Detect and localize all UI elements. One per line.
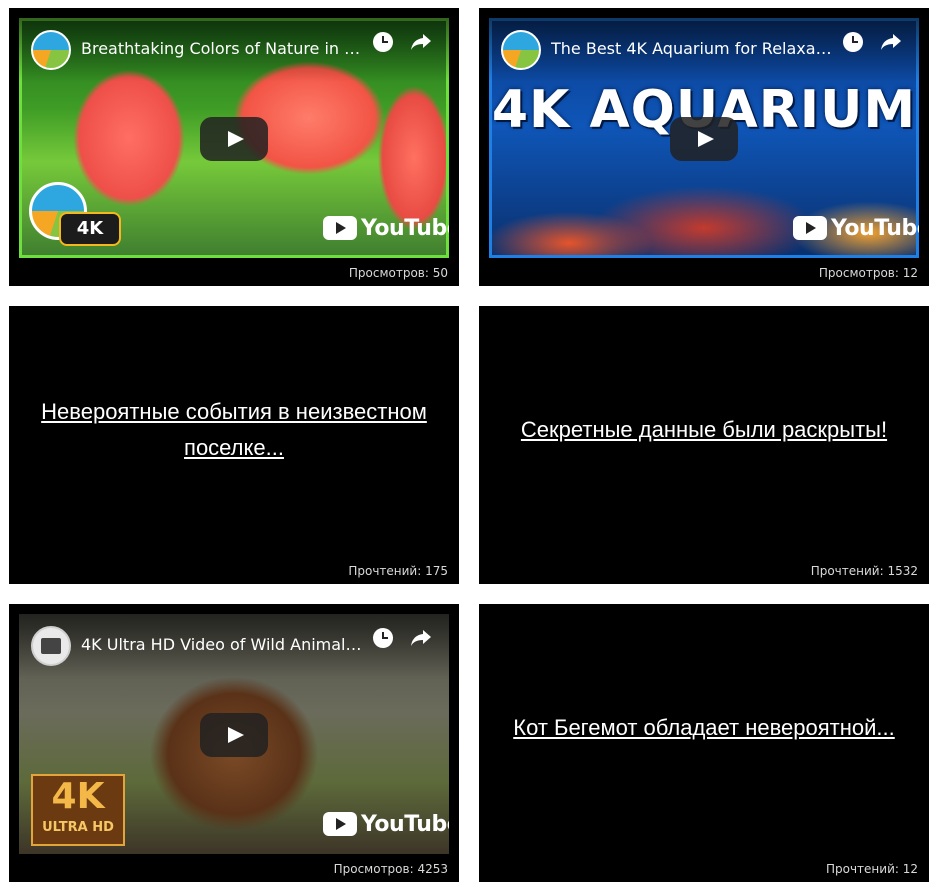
view-counter: Просмотров: 50 bbox=[348, 266, 448, 280]
youtube-wordmark: YouTube bbox=[361, 215, 449, 241]
channel-avatar[interactable] bbox=[501, 30, 541, 70]
video-title[interactable]: 4K Ultra HD Video of Wild Animal… bbox=[81, 635, 362, 654]
video-title[interactable]: The Best 4K Aquarium for Relaxat… bbox=[551, 39, 835, 58]
video-card-nature: 4K Breathtaking Colors of Nature in 4… Y… bbox=[9, 8, 459, 286]
article-link[interactable]: Кот Бегемот обладает невероятной... bbox=[513, 715, 895, 740]
play-icon[interactable] bbox=[670, 117, 738, 161]
badge-4k-text: 4K bbox=[51, 776, 105, 817]
share-icon[interactable] bbox=[409, 30, 433, 54]
video-card-aquarium: 4K AQUARIUM The Best 4K Aquarium for Rel… bbox=[479, 8, 929, 286]
share-icon[interactable] bbox=[879, 30, 903, 54]
read-counter: Прочтений: 175 bbox=[348, 564, 448, 578]
clock-icon[interactable] bbox=[373, 32, 393, 52]
article-teaser: Невероятные события в неизвестном поселк… bbox=[33, 306, 435, 554]
article-teaser: Секретные данные были раскрыты! bbox=[503, 306, 905, 554]
article-card: Кот Бегемот обладает невероятной... Проч… bbox=[479, 604, 929, 882]
channel-avatar[interactable] bbox=[31, 30, 71, 70]
play-icon[interactable] bbox=[200, 117, 268, 161]
article-card: Секретные данные были раскрыты! Прочтени… bbox=[479, 306, 929, 584]
ultra-hd-badge: 4K ULTRA HD bbox=[31, 774, 125, 846]
read-counter: Прочтений: 12 bbox=[825, 862, 918, 876]
article-card: Невероятные события в неизвестном поселк… bbox=[9, 306, 459, 584]
youtube-logo[interactable]: YouTube bbox=[323, 810, 449, 838]
play-icon[interactable] bbox=[200, 713, 268, 757]
video-player[interactable]: 4K ULTRA HD 4K Ultra HD Video of Wild An… bbox=[19, 614, 449, 854]
youtube-logo[interactable]: YouTube bbox=[323, 214, 449, 242]
article-teaser: Кот Бегемот обладает невероятной... bbox=[503, 604, 905, 852]
youtube-play-icon bbox=[323, 216, 357, 240]
channel-logo-large bbox=[29, 182, 87, 240]
video-player[interactable]: 4K Breathtaking Colors of Nature in 4… Y… bbox=[19, 18, 449, 258]
clock-icon[interactable] bbox=[373, 628, 393, 648]
share-icon[interactable] bbox=[409, 626, 433, 650]
view-counter: Просмотров: 4253 bbox=[333, 862, 448, 876]
youtube-wordmark: YouTube bbox=[831, 215, 919, 241]
youtube-play-icon bbox=[323, 812, 357, 836]
channel-avatar[interactable] bbox=[31, 626, 71, 666]
article-link[interactable]: Невероятные события в неизвестном поселк… bbox=[41, 399, 427, 460]
youtube-wordmark: YouTube bbox=[361, 811, 449, 837]
view-counter: Просмотров: 12 bbox=[818, 266, 918, 280]
youtube-play-icon bbox=[793, 216, 827, 240]
video-title[interactable]: Breathtaking Colors of Nature in 4… bbox=[81, 39, 365, 58]
youtube-logo[interactable]: YouTube bbox=[793, 214, 919, 242]
4k-badge: 4K bbox=[59, 212, 121, 246]
article-link[interactable]: Секретные данные были раскрыты! bbox=[520, 417, 888, 442]
clock-icon[interactable] bbox=[843, 32, 863, 52]
badge-ultrahd-text: ULTRA HD bbox=[42, 820, 114, 835]
video-card-wildlife: 4K ULTRA HD 4K Ultra HD Video of Wild An… bbox=[9, 604, 459, 882]
video-player[interactable]: 4K AQUARIUM The Best 4K Aquarium for Rel… bbox=[489, 18, 919, 258]
read-counter: Прочтений: 1532 bbox=[810, 564, 918, 578]
